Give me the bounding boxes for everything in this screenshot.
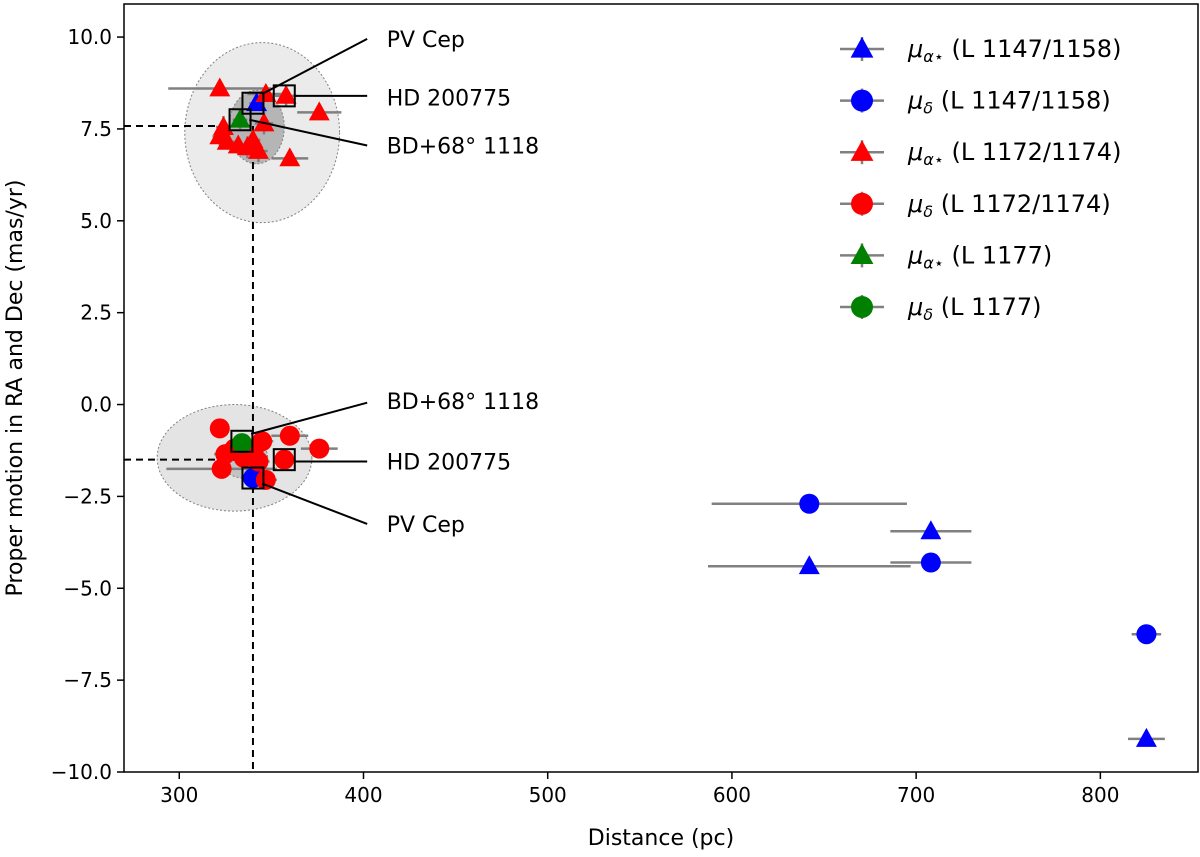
data-point-circle-s1-p1 (799, 493, 820, 514)
data-point-triangle-s0-p1 (798, 555, 820, 575)
legend-label-2: μα⋆ (L 1172/1174) (907, 138, 1121, 169)
y-tick-label: −2.5 (63, 484, 112, 508)
legend-marker-circle (851, 192, 873, 215)
highlight-box-3 (230, 429, 254, 453)
data-point-circle-s3-p0 (209, 418, 230, 439)
y-tick-label: −5.0 (63, 576, 112, 600)
annotation-leader-line (249, 118, 368, 147)
annotation-label-2: BD+68° 1118 (387, 134, 539, 159)
data-point-circle-s1-p3 (1136, 624, 1157, 645)
data-point-triangle-s2-p11 (279, 147, 301, 167)
annotation-label-3: BD+68° 1118 (387, 390, 539, 415)
legend-label-3: μδ (L 1172/1174) (907, 190, 1111, 221)
data-point-triangle-s2-p8 (253, 112, 275, 132)
annotation-leader-line (250, 401, 368, 435)
highlight-box-5 (241, 466, 265, 490)
y-tick-label: −10.0 (51, 760, 112, 784)
x-tick-label: 700 (897, 783, 935, 807)
data-point-triangle-s0-p2 (920, 520, 942, 540)
legend-label-0: μα⋆ (L 1147/1158) (907, 35, 1121, 66)
highlight-box-1 (272, 84, 296, 108)
data-point-circle-s3-p10 (279, 425, 300, 446)
annotation-label-4: HD 200775 (387, 450, 511, 475)
plot-frame (123, 3, 1199, 773)
data-point-circle-s5-p0 (231, 433, 252, 454)
y-tick-label: 0.0 (80, 393, 112, 417)
data-point-triangle-s2-p3 (216, 130, 238, 150)
legend-marker-triangle (850, 140, 874, 161)
y-tick-label: 5.0 (80, 209, 112, 233)
legend-marker-triangle (850, 243, 874, 265)
y-tick-label: −7.5 (63, 668, 112, 692)
data-point-triangle-s4-p0 (229, 108, 251, 128)
legend-label-1: μδ (L 1147/1158) (907, 87, 1111, 118)
data-point-circle-s3-p8 (255, 469, 276, 490)
y-axis-title: Proper motion in RA and Dec (mas/yr) (3, 180, 28, 597)
legend-marker-circle (851, 89, 873, 112)
reference-lines (124, 124, 254, 772)
data-point-circle-s1-p2 (920, 552, 941, 573)
x-axis-title: Distance (pc) (588, 826, 734, 851)
data-markers (209, 77, 1157, 747)
highlight-box-0 (241, 91, 265, 115)
legend-label-4: μα⋆ (L 1177) (907, 241, 1052, 272)
annotation-leader-line (261, 38, 368, 95)
data-point-triangle-s0-p3 (1135, 727, 1157, 747)
legend-marker-triangle (850, 37, 874, 58)
data-point-circle-s3-p6 (248, 451, 269, 472)
highlight-box-4 (272, 448, 296, 472)
data-point-circle-s3-p7 (252, 431, 273, 452)
data-point-triangle-s2-p7 (248, 139, 269, 159)
data-point-triangle-s2-p12 (308, 101, 330, 121)
x-tick-label: 500 (529, 783, 567, 807)
highlight-boxes (228, 84, 296, 490)
y-tick-label: 10.0 (67, 25, 112, 49)
data-point-triangle-s2-p0 (209, 77, 231, 97)
x-tick-label: 600 (713, 783, 751, 807)
annotation-label-0: PV Cep (387, 28, 465, 53)
y-tick-label: 2.5 (80, 301, 112, 325)
axes: 300 400 500 600 700 800 −10.0 −7.5 −5.0 −2.5 0.0 2.… (51, 25, 1120, 807)
y-tick-label: 7.5 (80, 117, 112, 141)
data-point-circle-s3-p11 (309, 438, 330, 459)
star-annotations: PV Cep HD 200775 BD+68° 1118 BD+68° 1118 HD … (249, 28, 539, 538)
x-tick-label: 300 (160, 783, 198, 807)
data-point-circle-s3-p9 (274, 449, 295, 470)
x-tick-label: 400 (344, 783, 382, 807)
data-point-triangle-s2-p10 (275, 84, 297, 104)
annotation-label-1: HD 200775 (387, 87, 511, 112)
x-tick-label: 800 (1081, 783, 1119, 807)
legend-label-5: μδ (L 1177) (907, 293, 1042, 324)
legend: μα⋆ (L 1147/1158) μδ (L 1147/1158) μα⋆ (L … (840, 35, 1121, 324)
legend-marker-circle (851, 296, 873, 318)
annotation-label-5: PV Cep (387, 513, 465, 538)
annotation-leader-line (261, 482, 368, 525)
